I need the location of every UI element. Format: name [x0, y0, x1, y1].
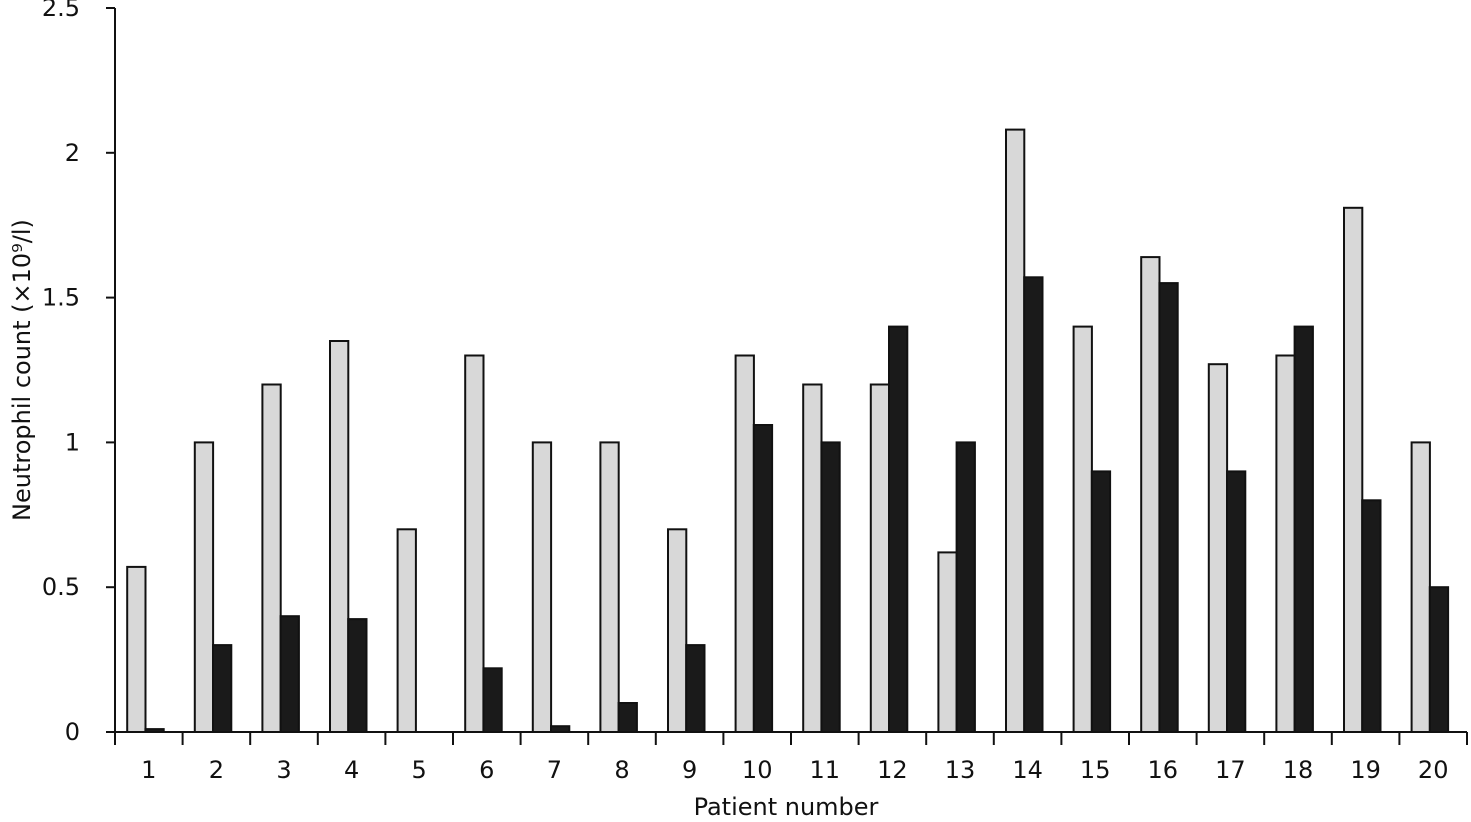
- bar-series2-patient-20: [1428, 586, 1450, 734]
- bar-series2-patient-18: [1293, 325, 1314, 733]
- bar-series1-patient-2: [193, 441, 215, 733]
- x-tick-label: 7: [547, 756, 562, 784]
- bar-series1-patient-6: [464, 354, 485, 733]
- y-tick-label: 1: [65, 428, 80, 456]
- x-axis-title: Patient number: [694, 793, 879, 821]
- bar-series2-patient-11: [820, 441, 841, 733]
- bar-series2-patient-4: [347, 618, 368, 733]
- y-ticks-layer: 0 0.5 1 1.5 2 2.5: [42, 0, 115, 746]
- bar-series2-patient-9: [685, 644, 706, 733]
- y-tick-label: 2.5: [42, 0, 80, 22]
- x-tick-label: 1: [141, 756, 156, 784]
- y-tick-label: 0.5: [42, 573, 80, 601]
- x-tick-label: 4: [344, 756, 359, 784]
- bar-series1-patient-14: [1005, 128, 1026, 734]
- bar-series2-patient-19: [1361, 499, 1382, 733]
- x-tick-label: 11: [810, 756, 841, 784]
- y-axis-title: Neutrophil count (×10⁹/l): [8, 219, 36, 521]
- x-tick-label: 20: [1418, 756, 1449, 784]
- x-tick-label: 5: [412, 756, 427, 784]
- x-tick-label: 2: [209, 756, 224, 784]
- bar-series1-patient-4: [329, 340, 350, 733]
- bar-series1-patient-5: [396, 528, 417, 733]
- bar-series2-patient-17: [1226, 470, 1247, 733]
- x-tick-label: 13: [945, 756, 976, 784]
- x-tick-label: 14: [1012, 756, 1043, 784]
- x-tick-label: 9: [682, 756, 697, 784]
- x-tick-label: 15: [1080, 756, 1111, 784]
- bar-series1-patient-19: [1343, 206, 1364, 734]
- bar-series2-patient-16: [1158, 282, 1179, 733]
- x-tick-label: 19: [1350, 756, 1381, 784]
- x-tick-label: 10: [742, 756, 773, 784]
- bar-series1-patient-8: [599, 441, 620, 733]
- x-tick-label: 6: [479, 756, 494, 784]
- bar-series2-patient-10: [752, 424, 774, 733]
- bar-series1-patient-1: [126, 565, 147, 734]
- bar-series1-patient-15: [1072, 325, 1093, 733]
- bar-series2-patient-6: [482, 667, 503, 733]
- bar-series1-patient-11: [802, 383, 823, 733]
- bar-series1-patient-17: [1207, 363, 1229, 733]
- bar-series2-patient-12: [888, 325, 909, 733]
- bar-series1-patient-16: [1140, 256, 1161, 733]
- y-tick-label: 1.5: [42, 284, 80, 312]
- bar-series1-patient-10: [734, 354, 755, 733]
- axes-layer: [114, 8, 1467, 733]
- bar-series1-patient-12: [869, 383, 891, 733]
- bar-series1-patient-3: [261, 383, 282, 733]
- y-tick-label: 2: [65, 139, 80, 167]
- bar-series1-patient-7: [531, 441, 553, 733]
- x-tick-label: 3: [276, 756, 291, 784]
- x-tick-label: 17: [1215, 756, 1246, 784]
- bars-layer: [126, 128, 1450, 734]
- bar-series2-patient-13: [955, 441, 976, 733]
- x-tick-label: 18: [1283, 756, 1314, 784]
- bar-series2-patient-3: [279, 615, 300, 734]
- bar-series1-patient-18: [1275, 354, 1296, 733]
- bar-series2-patient-8: [617, 702, 638, 733]
- x-tick-label: 8: [614, 756, 629, 784]
- bar-series2-patient-14: [1023, 276, 1044, 733]
- x-ticks-layer: 1 2 3 4 5 6 7 8 9 10 11 12 13 14 15 16 17 18 19 20: [114, 732, 1468, 784]
- x-tick-label: 12: [877, 756, 908, 784]
- bar-series1-patient-9: [667, 528, 688, 733]
- bar-series1-patient-20: [1410, 441, 1431, 733]
- x-tick-label: 16: [1148, 756, 1179, 784]
- bar-series2-patient-15: [1090, 470, 1112, 733]
- bar-series2-patient-2: [212, 644, 233, 733]
- bar-series1-patient-13: [937, 551, 958, 734]
- y-tick-label: 0: [65, 718, 80, 746]
